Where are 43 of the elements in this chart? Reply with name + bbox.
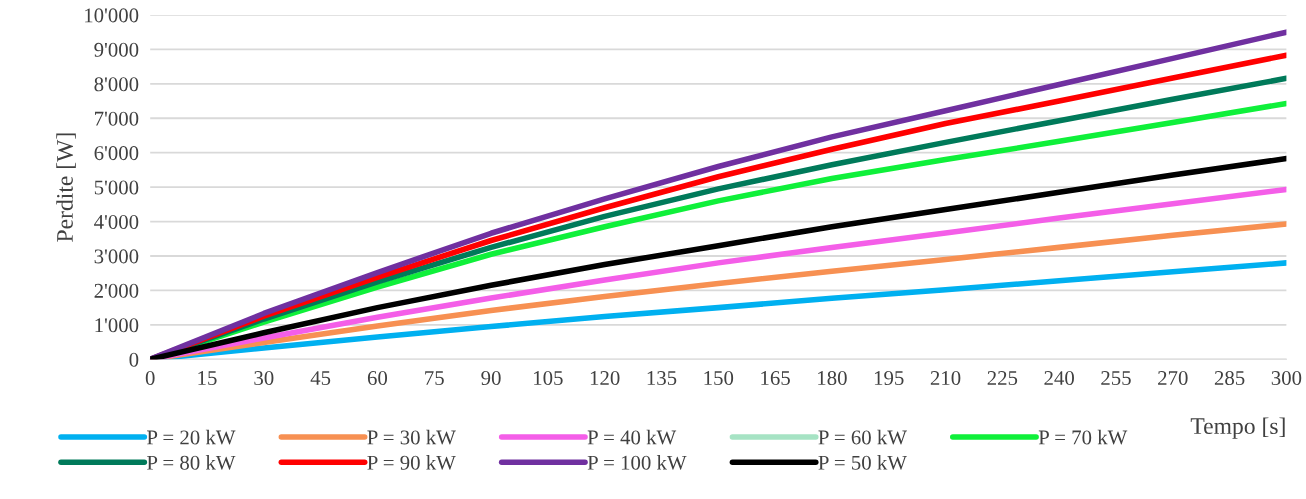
x-tick-label: 240 [1044,370,1074,386]
y-axis-title: Perdite [W] [56,133,76,242]
x-tick-label: 150 [704,370,734,386]
legend-label: P = 100 kW [587,455,687,470]
x-tick-label: 0 [145,370,155,386]
x-tick-label: 255 [1101,371,1131,386]
legend-label: P = 60 kW [818,429,907,445]
x-tick-label: 75 [425,371,444,386]
x-tick-label: 30 [254,370,274,386]
x-tick-label: 45 [310,371,331,386]
x-tick-label: 270 [1158,370,1188,386]
legend-label: P = 80 kW [147,455,236,470]
y-tick-label: 6'000 [94,146,139,161]
y-tick-label: 1'000 [95,318,139,333]
legend-label: P = 30 kW [367,429,456,445]
y-tick-label: 5'000 [94,180,139,195]
x-tick-label: 90 [481,370,501,386]
x-tick-label: 180 [818,370,847,386]
y-tick-label: 9'000 [94,42,139,57]
legend-label: P = 20 kW [147,429,236,445]
y-tick-label: 2'000 [94,283,139,298]
x-tick-label: 195 [874,371,904,386]
x-tick-label: 105 [534,370,563,386]
y-tick-label: 4'000 [94,214,139,229]
x-tick-label: 225 [987,371,1018,386]
y-tick-label: 0 [129,352,139,367]
x-tick-label: 285 [1214,370,1245,386]
x-tick-label: 120 [590,370,620,386]
y-tick-label: 7'000 [95,111,139,126]
x-tick-label: 15 [198,371,217,386]
y-tick-label: 8'000 [94,77,139,92]
legend-label: P = 40 kW [587,429,677,445]
x-tick-label: 60 [367,370,388,386]
x-axis-title: Tempo [s] [1190,417,1285,439]
y-tick-label: 3'000 [94,249,139,264]
x-tick-label: 165 [761,371,790,386]
x-tick-label: 210 [930,370,961,386]
x-tick-label: 135 [647,371,677,386]
legend-label: P = 70 kW [1038,429,1128,445]
x-tick-label: 300 [1271,370,1302,386]
legend-label: P = 90 kW [367,455,456,470]
y-tick-label: 10'000 [85,8,139,23]
legend-label: P = 50 kW [818,455,907,470]
